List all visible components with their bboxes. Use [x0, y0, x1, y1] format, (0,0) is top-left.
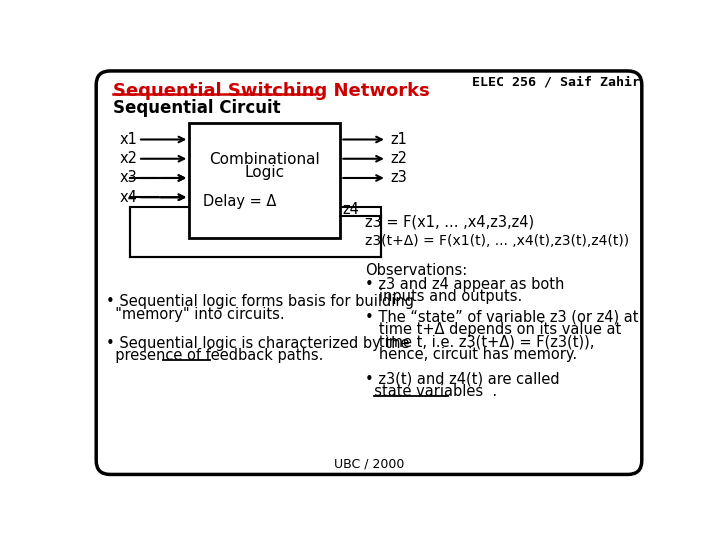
- Text: x4: x4: [120, 190, 138, 205]
- Text: z1: z1: [391, 132, 408, 147]
- Text: • Sequential logic is characterized by the: • Sequential logic is characterized by t…: [106, 336, 409, 351]
- Text: • z3 and z4 appear as both: • z3 and z4 appear as both: [365, 276, 564, 292]
- Text: "memory" into circuits.: "memory" into circuits.: [106, 307, 284, 322]
- Text: time t+Δ depends on its value at: time t+Δ depends on its value at: [365, 322, 621, 337]
- Text: x3: x3: [120, 171, 138, 186]
- Bar: [130, 207, 381, 257]
- Text: z3(t+Δ) = F(x1(t), ... ,x4(t),z3(t),z4(t)): z3(t+Δ) = F(x1(t), ... ,x4(t),z3(t),z4(t…: [365, 234, 629, 248]
- Text: Sequential Switching Networks: Sequential Switching Networks: [113, 82, 430, 100]
- Text: time t, i.e. z3(t+Δ) = F(z3(t)),: time t, i.e. z3(t+Δ) = F(z3(t)),: [365, 334, 595, 349]
- Text: Logic: Logic: [245, 165, 285, 180]
- Text: Sequential Circuit: Sequential Circuit: [113, 99, 281, 117]
- Text: • The “state” of variable z3 (or z4) at: • The “state” of variable z3 (or z4) at: [365, 309, 639, 325]
- Text: z4: z4: [343, 202, 359, 217]
- FancyBboxPatch shape: [96, 71, 642, 475]
- Text: presence of feedback paths.: presence of feedback paths.: [106, 348, 323, 363]
- Text: state variables  .: state variables .: [365, 383, 498, 399]
- Text: z2: z2: [391, 151, 408, 166]
- Text: z3 = F(x1, ... ,x4,z3,z4): z3 = F(x1, ... ,x4,z3,z4): [365, 215, 534, 230]
- Text: ELEC 256 / Saif Zahir: ELEC 256 / Saif Zahir: [472, 76, 640, 89]
- Text: Delay = Δ: Delay = Δ: [203, 194, 276, 210]
- Text: UBC / 2000: UBC / 2000: [334, 457, 404, 470]
- Text: hence, circuit has memory.: hence, circuit has memory.: [365, 347, 577, 362]
- Text: • z3(t) and z4(t) are called: • z3(t) and z4(t) are called: [365, 372, 559, 386]
- Text: x2: x2: [120, 151, 138, 166]
- Bar: [189, 123, 341, 238]
- Text: Observations:: Observations:: [365, 264, 467, 279]
- Text: • Sequential logic forms basis for building: • Sequential logic forms basis for build…: [106, 294, 413, 309]
- Text: z3: z3: [391, 171, 408, 186]
- Text: x1: x1: [120, 132, 138, 147]
- Text: inputs and outputs.: inputs and outputs.: [365, 289, 523, 304]
- Text: Combinational: Combinational: [210, 152, 320, 167]
